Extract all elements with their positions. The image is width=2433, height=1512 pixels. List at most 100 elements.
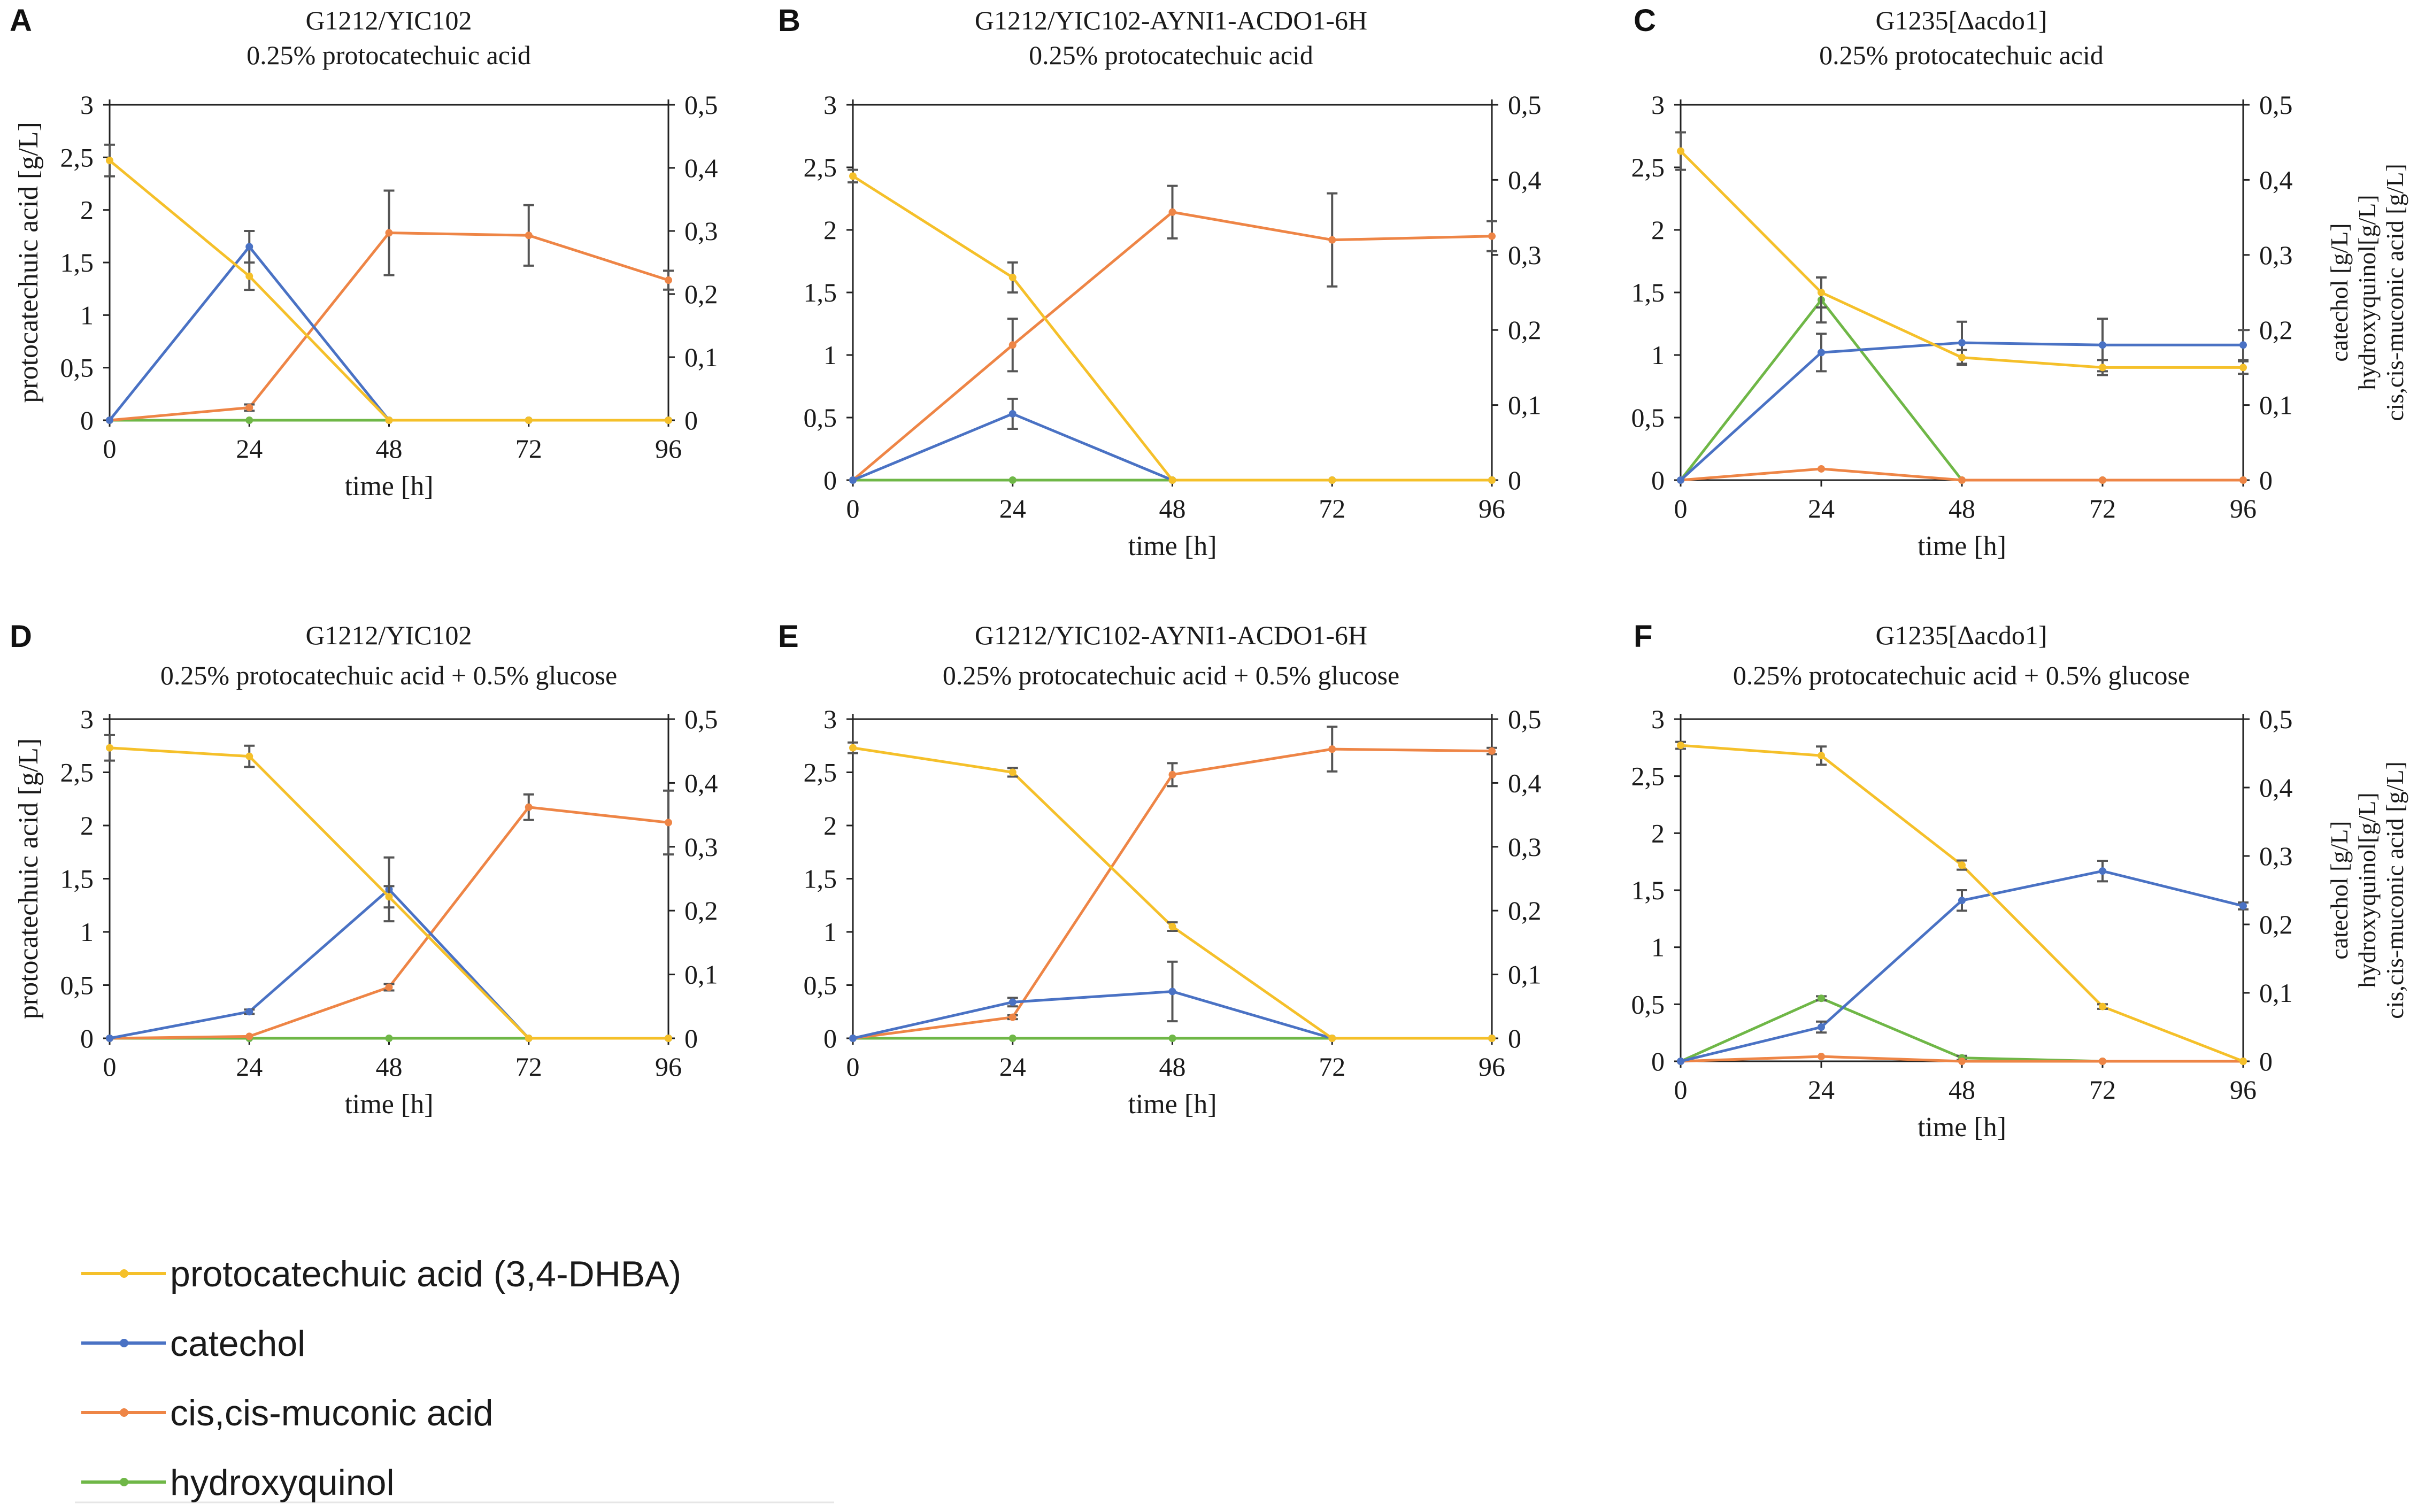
data-point xyxy=(106,1035,113,1042)
data-point xyxy=(1677,147,1684,155)
series-protocatechuic-acid-3-4-dhba- xyxy=(848,168,1496,484)
data-point xyxy=(665,276,672,284)
x-tick-label: 96 xyxy=(655,1052,682,1082)
data-point xyxy=(1008,1013,1017,1021)
y-tick-label: 0,5 xyxy=(804,970,837,1000)
data-point xyxy=(1008,998,1017,1006)
chart-title: G1212/YIC102 xyxy=(305,620,472,650)
y2-axis-label: catechol [g/L] xyxy=(2326,223,2353,361)
data-point xyxy=(2099,364,2106,372)
data-point xyxy=(106,157,113,165)
y-tick-label: 3 xyxy=(823,90,837,120)
y-tick-label: 0 xyxy=(823,1023,837,1053)
chart-title: G1235[Δacdo1] xyxy=(1876,620,2047,650)
data-point xyxy=(1168,923,1176,931)
data-point xyxy=(106,416,113,424)
y2-tick-label: 0,2 xyxy=(1508,896,1542,925)
y-tick-label: 2,5 xyxy=(60,142,94,172)
data-point xyxy=(525,416,533,424)
data-point xyxy=(245,1008,253,1016)
legend-item: hydroxyquinol xyxy=(81,1462,395,1503)
data-point xyxy=(525,232,533,240)
y-tick-label: 0 xyxy=(80,1023,94,1053)
y2-tick-label: 0,5 xyxy=(1508,704,1542,734)
x-tick-label: 48 xyxy=(376,1052,403,1082)
y2-tick-label: 0 xyxy=(684,1023,698,1053)
y-tick-label: 2 xyxy=(823,811,837,840)
data-point xyxy=(2239,1058,2247,1065)
x-axis-label: time [h] xyxy=(1918,531,2006,561)
data-point xyxy=(245,243,253,251)
data-point xyxy=(1677,1058,1684,1065)
chart-title: G1212/YIC102 xyxy=(305,5,472,35)
chart-title: 0.25% protocatechuic acid + 0.5% glucose xyxy=(160,660,617,690)
x-tick-label: 72 xyxy=(1319,493,1345,523)
data-point xyxy=(385,229,393,237)
y2-axis-label: cis,cis-muconic acid [g/L] xyxy=(2381,164,2408,421)
x-tick-label: 48 xyxy=(1159,493,1186,523)
y2-axis-label: cis,cis-muconic acid [g/L] xyxy=(2381,761,2408,1019)
x-tick-label: 24 xyxy=(999,1052,1026,1082)
y2-tick-label: 0,3 xyxy=(684,216,718,246)
data-point xyxy=(385,1035,393,1042)
data-point xyxy=(1168,1035,1176,1042)
data-point xyxy=(849,1035,857,1042)
y-tick-label: 1,5 xyxy=(804,864,837,894)
series-protocatechuic-acid-3-4-dhba- xyxy=(848,741,1496,1042)
y-tick-label: 1 xyxy=(823,340,837,370)
y2-tick-label: 0,3 xyxy=(684,832,718,862)
legend-marker xyxy=(120,1339,128,1347)
y2-tick-label: 0 xyxy=(2259,465,2273,495)
x-tick-label: 48 xyxy=(1949,1075,1975,1105)
x-axis-label: time [h] xyxy=(1128,1089,1216,1120)
y2-tick-label: 0,4 xyxy=(684,153,718,183)
y2-tick-label: 0,1 xyxy=(2259,390,2293,420)
y2-tick-label: 0,4 xyxy=(2259,165,2293,195)
x-tick-label: 48 xyxy=(1159,1052,1186,1082)
data-point xyxy=(1168,476,1176,484)
series-line xyxy=(852,412,1492,482)
y2-tick-label: 0,2 xyxy=(1508,315,1542,345)
data-point xyxy=(245,272,253,280)
panel-d: D G1212/YIC102 0.25% protocatechuic acid +… xyxy=(10,619,718,1120)
data-point xyxy=(525,803,533,811)
panel-letter: E xyxy=(778,619,799,654)
series-cis-cis-muconic-acid xyxy=(106,189,674,424)
data-point xyxy=(2239,476,2247,484)
data-point xyxy=(665,416,672,424)
data-point xyxy=(245,1032,253,1040)
data-point xyxy=(2099,1002,2106,1010)
legend-marker xyxy=(120,1269,128,1278)
y-tick-label: 0,5 xyxy=(1631,989,1665,1019)
data-point xyxy=(385,893,393,901)
x-tick-label: 96 xyxy=(1479,1052,1505,1082)
series-catechol xyxy=(1677,859,2249,1065)
data-point xyxy=(1328,745,1336,753)
y-tick-label: 2,5 xyxy=(1631,761,1665,791)
data-point xyxy=(665,1035,672,1042)
x-tick-label: 72 xyxy=(1319,1052,1345,1082)
y2-tick-label: 0,5 xyxy=(684,704,718,734)
x-tick-label: 24 xyxy=(1808,1075,1835,1105)
data-point xyxy=(849,476,857,484)
y2-tick-label: 0,5 xyxy=(1508,90,1542,120)
x-tick-label: 96 xyxy=(2230,493,2257,523)
data-point xyxy=(665,819,672,827)
data-point xyxy=(1958,897,1966,905)
data-point xyxy=(1818,465,1825,473)
y-tick-label: 1,5 xyxy=(1631,277,1665,307)
panel-letter: B xyxy=(778,3,800,38)
x-tick-label: 48 xyxy=(1949,493,1975,523)
series-catechol xyxy=(849,397,1496,484)
data-point xyxy=(1818,1053,1825,1061)
y-tick-label: 0,5 xyxy=(804,403,837,433)
data-point xyxy=(1008,341,1017,349)
panel-f: F G1235[Δacdo1] 0.25% protocatechuic acid … xyxy=(1631,619,2409,1143)
x-tick-label: 24 xyxy=(999,493,1026,523)
data-point xyxy=(1008,476,1017,484)
series-line xyxy=(109,806,669,1040)
y2-tick-label: 0,1 xyxy=(684,342,718,372)
y2-tick-label: 0,3 xyxy=(2259,240,2293,270)
